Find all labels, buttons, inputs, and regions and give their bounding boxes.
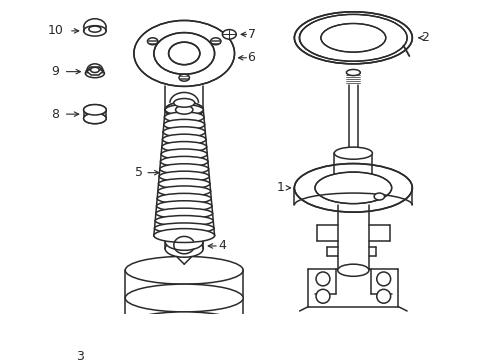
- Ellipse shape: [159, 171, 209, 181]
- Ellipse shape: [315, 272, 329, 286]
- Ellipse shape: [314, 172, 391, 204]
- Ellipse shape: [154, 223, 213, 233]
- Ellipse shape: [337, 264, 368, 276]
- Ellipse shape: [168, 42, 200, 65]
- Text: 7: 7: [247, 28, 255, 41]
- Ellipse shape: [222, 30, 236, 39]
- Ellipse shape: [165, 102, 203, 118]
- Ellipse shape: [163, 120, 204, 130]
- Ellipse shape: [83, 26, 106, 36]
- Text: 9: 9: [51, 65, 59, 78]
- Ellipse shape: [85, 69, 104, 78]
- Ellipse shape: [165, 233, 203, 250]
- Text: 5: 5: [135, 166, 142, 179]
- Text: 2: 2: [420, 31, 428, 44]
- Ellipse shape: [346, 69, 360, 76]
- Text: 3: 3: [76, 351, 83, 360]
- Text: 8: 8: [51, 108, 60, 121]
- Text: 1: 1: [277, 181, 285, 194]
- Ellipse shape: [156, 201, 211, 211]
- Ellipse shape: [315, 289, 329, 303]
- Ellipse shape: [165, 240, 203, 257]
- Ellipse shape: [125, 256, 243, 284]
- Ellipse shape: [175, 105, 192, 114]
- Ellipse shape: [160, 164, 208, 174]
- Ellipse shape: [165, 105, 203, 115]
- Text: 6: 6: [247, 51, 255, 64]
- Ellipse shape: [147, 38, 158, 45]
- Ellipse shape: [294, 12, 411, 64]
- Ellipse shape: [154, 230, 214, 241]
- Ellipse shape: [373, 193, 384, 200]
- Ellipse shape: [334, 147, 372, 159]
- Ellipse shape: [158, 179, 209, 189]
- Ellipse shape: [162, 134, 205, 145]
- Ellipse shape: [160, 156, 207, 167]
- Ellipse shape: [334, 182, 372, 194]
- Ellipse shape: [299, 14, 407, 61]
- Ellipse shape: [163, 127, 205, 137]
- Ellipse shape: [158, 186, 210, 196]
- Ellipse shape: [164, 112, 203, 122]
- Ellipse shape: [83, 113, 106, 124]
- Text: 10: 10: [48, 24, 64, 37]
- Ellipse shape: [157, 193, 211, 204]
- Ellipse shape: [165, 102, 203, 118]
- Ellipse shape: [83, 105, 106, 115]
- Ellipse shape: [162, 141, 206, 152]
- Ellipse shape: [89, 26, 101, 32]
- Ellipse shape: [210, 38, 221, 45]
- Ellipse shape: [125, 339, 243, 360]
- Ellipse shape: [83, 113, 106, 124]
- Ellipse shape: [134, 21, 234, 86]
- Text: 4: 4: [218, 239, 225, 252]
- Ellipse shape: [161, 149, 207, 159]
- Ellipse shape: [294, 163, 411, 212]
- Ellipse shape: [154, 229, 214, 243]
- Ellipse shape: [83, 105, 106, 115]
- Ellipse shape: [154, 33, 214, 74]
- Ellipse shape: [156, 208, 212, 219]
- Ellipse shape: [125, 312, 243, 339]
- Ellipse shape: [125, 284, 243, 312]
- Ellipse shape: [320, 23, 385, 52]
- Ellipse shape: [179, 74, 189, 81]
- Ellipse shape: [376, 289, 390, 303]
- Ellipse shape: [155, 216, 213, 226]
- Ellipse shape: [376, 272, 390, 286]
- Ellipse shape: [90, 67, 99, 72]
- Ellipse shape: [173, 99, 194, 107]
